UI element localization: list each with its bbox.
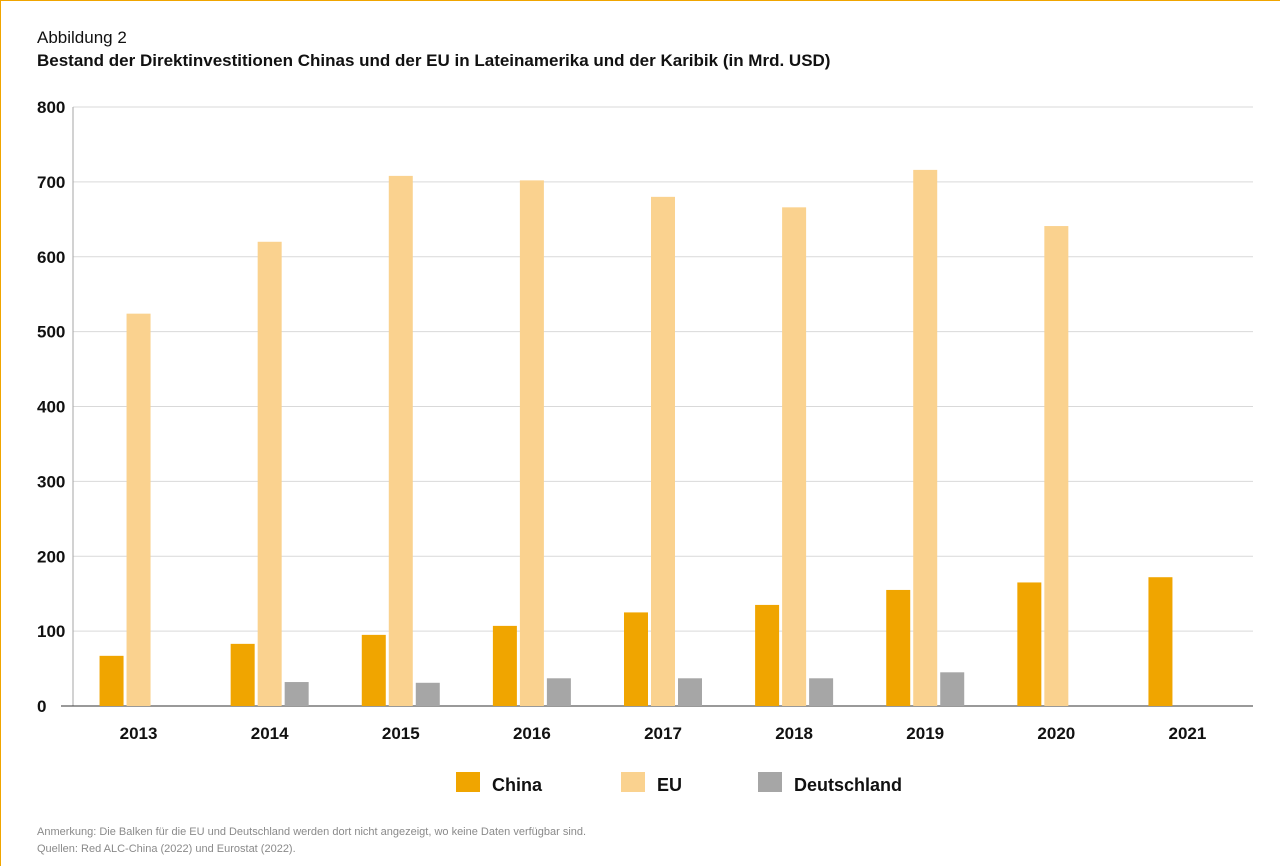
y-tick-label: 800 <box>37 98 65 117</box>
bar-eu <box>388 175 413 706</box>
x-tick-label: 2019 <box>906 724 944 743</box>
legend-swatch-china <box>456 772 480 792</box>
y-tick-label: 700 <box>37 173 65 192</box>
bar-china <box>886 589 911 706</box>
y-tick-label: 100 <box>37 622 65 641</box>
x-tick-label: 2015 <box>382 724 420 743</box>
bar-deutschland <box>546 678 571 706</box>
chart-title: Bestand der Direktinvestitionen Chinas u… <box>37 51 831 70</box>
x-tick-label: 2020 <box>1037 724 1075 743</box>
y-tick-label: 300 <box>37 472 65 491</box>
x-tick-label: 2021 <box>1169 724 1207 743</box>
bar-china <box>1148 577 1173 706</box>
chart-note: Anmerkung: Die Balken für die EU und Deu… <box>37 826 587 838</box>
bar-eu <box>913 169 938 706</box>
bar-chart: 0 100 200 300 400 500 600 700 800 2013 2014 2015 201… <box>37 98 1253 795</box>
bar-china <box>361 634 386 706</box>
x-tick-label: 2014 <box>251 724 289 743</box>
bar-eu <box>126 313 151 706</box>
bar-eu <box>782 207 807 706</box>
x-tick-label: 2017 <box>644 724 682 743</box>
bar-china <box>492 625 517 706</box>
bar-china <box>99 655 124 706</box>
bar-deutschland <box>284 682 309 706</box>
y-tick-label: 500 <box>37 323 65 342</box>
x-tick-label: 2016 <box>513 724 551 743</box>
bar-eu <box>1044 226 1069 706</box>
legend-label-eu: EU <box>657 775 682 795</box>
legend-swatch-deutschland <box>758 772 782 792</box>
bar-eu <box>651 196 675 706</box>
x-tick-label: 2018 <box>775 724 813 743</box>
x-tick-label: 2013 <box>120 724 158 743</box>
legend-label-deutschland: Deutschland <box>794 775 902 795</box>
bar-china <box>624 612 648 706</box>
y-tick-label: 400 <box>37 398 65 417</box>
bar-eu <box>519 180 544 706</box>
bar-deutschland <box>809 678 834 706</box>
y-tick-label: 0 <box>37 697 46 716</box>
legend-label-china: China <box>492 775 543 795</box>
bar-deutschland <box>415 682 440 706</box>
chart-source: Quellen: Red ALC-China (2022) und Eurost… <box>37 843 296 855</box>
legend-swatch-eu <box>621 772 645 792</box>
y-tick-label: 200 <box>37 547 65 566</box>
bar-eu <box>257 241 282 706</box>
bar-china <box>1017 582 1042 706</box>
figure-label: Abbildung 2 <box>37 28 127 47</box>
bar-deutschland <box>940 672 965 706</box>
bar-china <box>755 604 780 706</box>
bar-deutschland <box>678 678 702 706</box>
y-tick-label: 600 <box>37 248 65 267</box>
bar-china <box>230 643 255 706</box>
